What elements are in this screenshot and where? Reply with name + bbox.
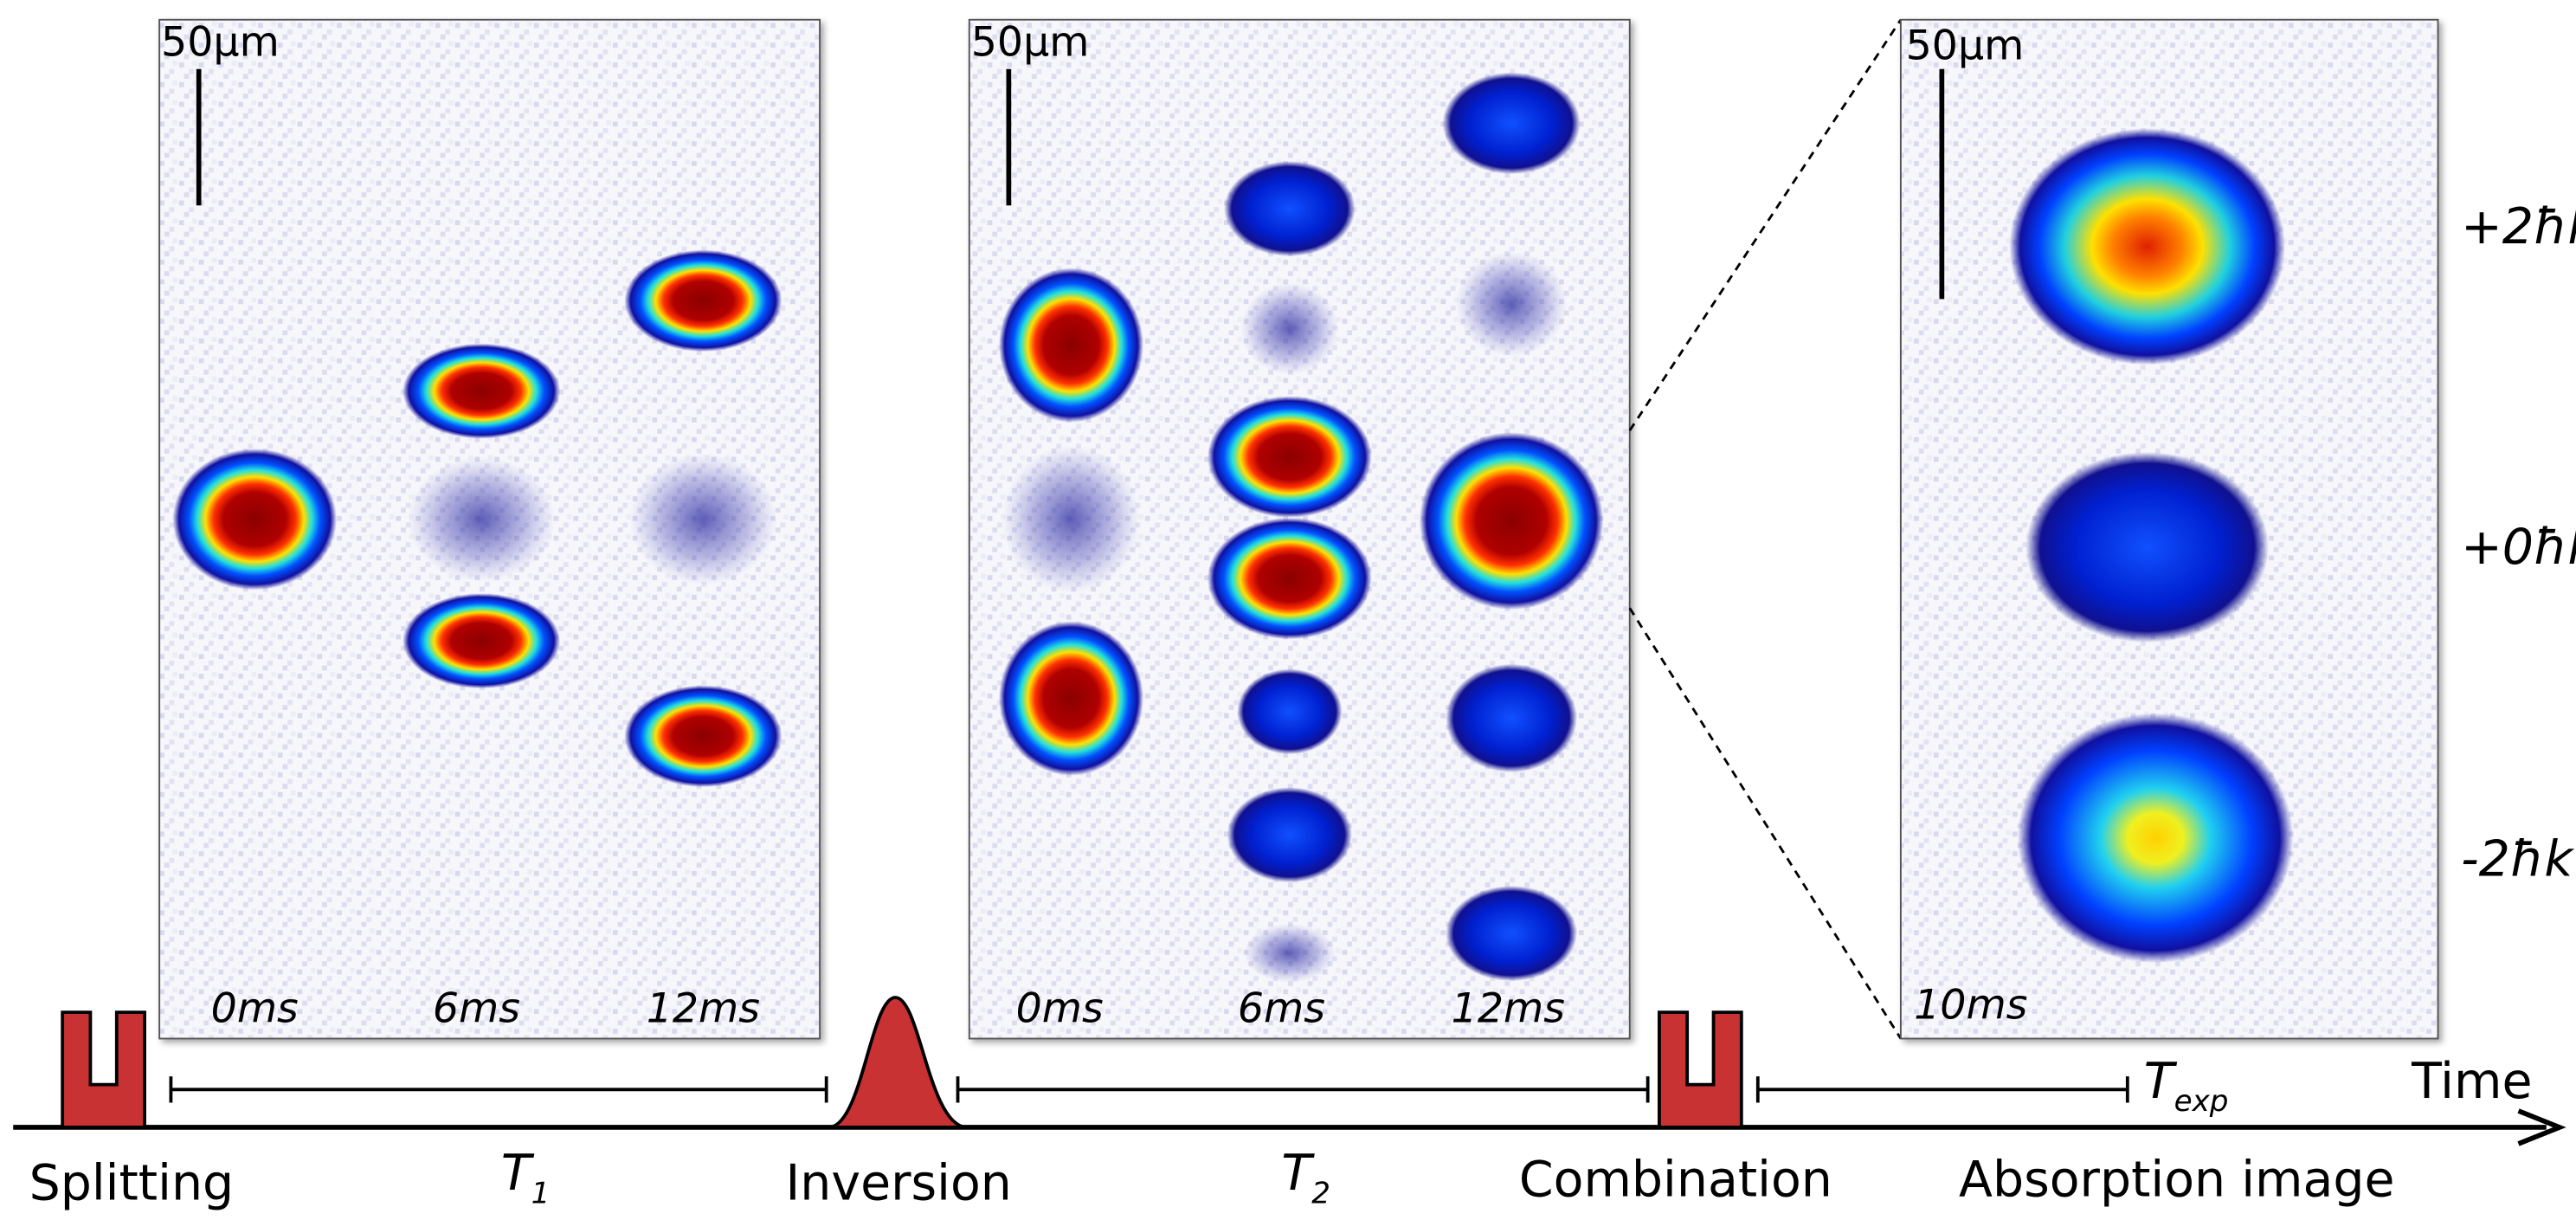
interval-symbol: T xyxy=(1281,1145,1315,1202)
time-label: 12ms xyxy=(647,984,760,1032)
step-label: Absorption image xyxy=(1959,1152,2395,1209)
time-label: 6ms xyxy=(433,984,520,1032)
interval-symbol: T xyxy=(501,1145,535,1202)
interval-label: T1 xyxy=(501,1145,551,1210)
scale-label: 50μm xyxy=(971,19,1090,67)
interval-label: T2 xyxy=(1281,1145,1330,1210)
interval-subscript: exp xyxy=(2174,1084,2229,1119)
momentum-label: +0ħk xyxy=(2461,519,2576,576)
panel-2: 50μm 0ms 6ms 12ms xyxy=(968,19,1631,1040)
step-label: Combination xyxy=(1519,1152,1832,1209)
time-label: 0ms xyxy=(1016,984,1104,1032)
panel-3: 50μm 10ms xyxy=(1899,18,2439,1040)
momentum-label: -2ħk xyxy=(2461,831,2574,888)
zoom-line xyxy=(1628,607,1903,1040)
step-label: Splitting xyxy=(29,1154,235,1211)
time-label: 0ms xyxy=(211,984,299,1032)
interval-symbol: T xyxy=(2144,1053,2178,1110)
scale-label: 50μm xyxy=(161,19,280,67)
scale-label: 50μm xyxy=(1906,22,2025,69)
step-label: Inversion xyxy=(786,1154,1012,1211)
time-label: 6ms xyxy=(1238,984,1325,1032)
zoom-line xyxy=(1628,18,1903,432)
time-label: 10ms xyxy=(1914,982,2027,1030)
timeline xyxy=(13,996,2566,1146)
interval-subscript: 1 xyxy=(531,1176,551,1210)
momentum-label: +2ħk xyxy=(2461,198,2576,255)
panel-1: 50μm 0ms 6ms 12ms xyxy=(158,19,821,1040)
interval-label: Texp xyxy=(2144,1053,2229,1119)
interval-subscript: 2 xyxy=(1311,1176,1330,1210)
time-label: 12ms xyxy=(1452,984,1565,1032)
axis-label: Time xyxy=(2411,1053,2532,1110)
